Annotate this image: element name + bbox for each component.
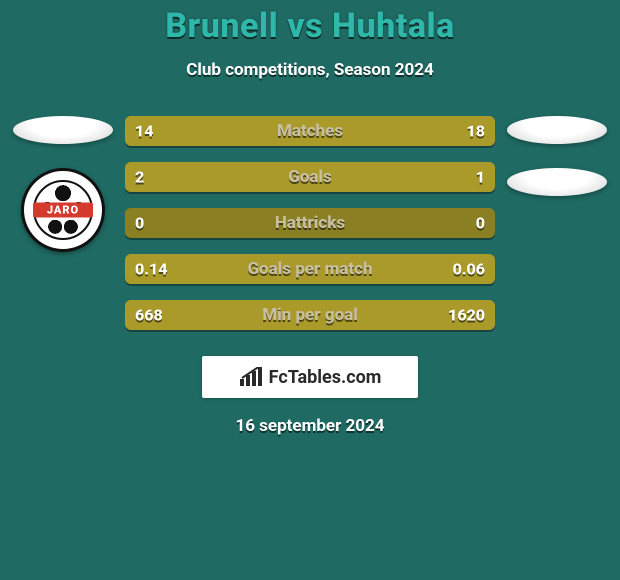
stat-row: 668 1620 Min per goal [125, 300, 495, 330]
date: 16 september 2024 [0, 416, 620, 436]
stat-row: 0 0 Hattricks [125, 208, 495, 238]
stat-label: Hattricks [275, 213, 345, 233]
stat-row: 0.14 0.06 Goals per match [125, 254, 495, 284]
bar-chart-icon [239, 367, 263, 387]
stat-label: Goals per match [247, 259, 372, 279]
stat-label: Min per goal [262, 305, 358, 325]
club-badge-placeholder-right [507, 168, 607, 196]
stat-value-left: 0 [135, 214, 144, 233]
right-player-column [502, 116, 612, 196]
left-player-column: JARO [8, 116, 118, 252]
comparison-infographic: Brunell vs Huhtala Club competitions, Se… [0, 0, 620, 580]
brand-text: FcTables.com [269, 367, 382, 388]
body: JARO 1418Matches21Goals00Hattricks0.140.… [0, 116, 620, 330]
player-photo-placeholder-right [507, 116, 607, 144]
club-badge-text: JARO [33, 203, 93, 218]
stat-row: 14 18 Matches [125, 116, 495, 146]
stat-label: Matches [277, 121, 343, 141]
stat-value-right: 0.06 [453, 260, 485, 279]
stat-value-left: 2 [135, 168, 144, 187]
stat-row: 2 1 Goals [125, 162, 495, 192]
stat-value-left: 0.14 [135, 260, 167, 279]
player-photo-placeholder-left [13, 116, 113, 144]
stat-bars: 14 18 Matches 2 1 Goals 0 0 Hattricks 0.14 0.06 Goa… [125, 116, 495, 330]
stat-value-right: 0 [476, 214, 485, 233]
stat-value-left: 14 [135, 122, 153, 141]
club-badge-left: JARO [21, 168, 105, 252]
stat-value-right: 18 [467, 122, 485, 141]
brand-badge: FcTables.com [202, 356, 418, 398]
page-title: Brunell vs Huhtala [0, 0, 620, 46]
stat-label: Goals [288, 167, 332, 187]
subtitle: Club competitions, Season 2024 [0, 60, 620, 80]
stat-value-right: 1620 [448, 306, 485, 325]
stat-value-right: 1 [476, 168, 485, 187]
stat-value-left: 668 [135, 306, 163, 325]
